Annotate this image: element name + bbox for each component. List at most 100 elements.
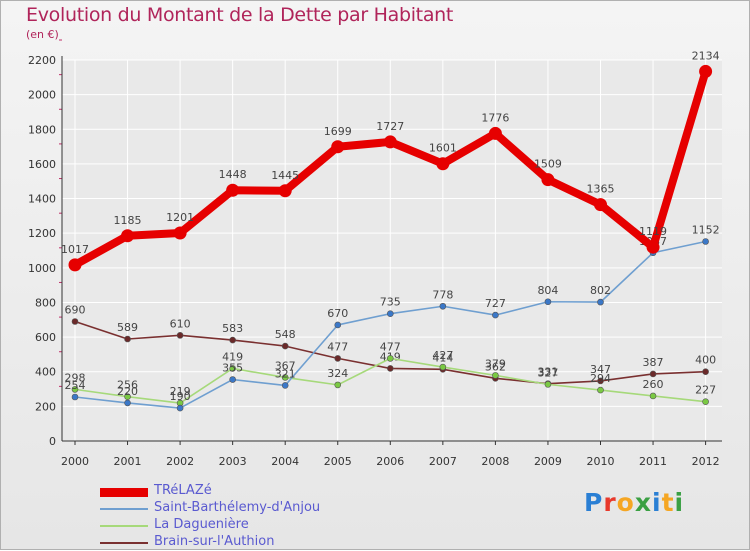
data-point xyxy=(544,298,552,306)
data-label: 414 xyxy=(432,351,453,364)
x-tick-label: 2008 xyxy=(481,455,509,468)
data-label: 260 xyxy=(643,378,664,391)
data-label: 324 xyxy=(327,367,348,380)
y-tick-label: 2200 xyxy=(28,54,56,67)
data-label: 1601 xyxy=(429,142,457,155)
logo-letter: r xyxy=(603,488,617,517)
data-label: 1185 xyxy=(114,214,142,227)
data-label: 331 xyxy=(537,366,558,379)
data-point xyxy=(544,381,552,388)
data-point xyxy=(71,393,79,401)
legend-item: Saint-Barthélemy-d'Anjou xyxy=(100,500,360,517)
data-label: 1776 xyxy=(481,111,509,124)
data-label: 327 xyxy=(537,366,558,379)
data-point xyxy=(281,382,289,389)
data-point xyxy=(699,64,713,78)
data-point xyxy=(121,229,135,243)
y-tick-label: 2000 xyxy=(28,89,56,102)
proxiti-logo: Proxiti xyxy=(584,488,684,517)
y-tick-label: 400 xyxy=(35,366,56,379)
data-label: 802 xyxy=(590,284,611,297)
data-point xyxy=(488,126,502,140)
legend-swatch xyxy=(100,487,148,497)
data-point xyxy=(226,183,240,197)
data-label: 735 xyxy=(380,296,401,309)
x-tick-label: 2002 xyxy=(166,455,194,468)
data-point xyxy=(646,240,660,254)
plot-area xyxy=(62,60,722,441)
data-label: 294 xyxy=(590,372,611,385)
data-point xyxy=(702,368,709,376)
chart-unit: (en €) xyxy=(26,28,59,41)
legend-swatch xyxy=(100,542,148,544)
data-point xyxy=(71,386,79,393)
data-label: 2134 xyxy=(692,49,720,62)
data-point xyxy=(597,386,604,394)
data-point xyxy=(229,376,236,383)
data-label: 400 xyxy=(695,354,716,367)
data-label: 589 xyxy=(117,321,138,334)
data-point xyxy=(597,377,604,385)
data-label: 254 xyxy=(65,379,86,392)
data-point xyxy=(124,399,131,407)
x-tick-label: 2007 xyxy=(429,455,457,468)
chart-title: Evolution du Montant de la Dette par Hab… xyxy=(26,4,454,26)
data-label: 804 xyxy=(537,284,558,297)
data-label: 1509 xyxy=(534,158,562,171)
data-label: 778 xyxy=(432,288,453,301)
data-point xyxy=(386,355,394,362)
data-point xyxy=(541,173,555,187)
data-point xyxy=(649,392,657,400)
data-label: 419 xyxy=(222,350,243,363)
y-tick-label: 1800 xyxy=(28,123,56,136)
data-label: 477 xyxy=(327,340,348,353)
legend-swatch xyxy=(100,525,148,527)
logo-letter: o xyxy=(616,488,635,517)
data-point xyxy=(439,302,447,310)
data-label: 583 xyxy=(222,322,243,335)
legend-item: Brain-sur-l'Authion xyxy=(100,534,360,551)
y-tick-label: 0 xyxy=(49,435,56,448)
data-label: 190 xyxy=(170,390,191,403)
data-point xyxy=(176,404,184,412)
data-point xyxy=(334,381,342,389)
data-label: 1152 xyxy=(692,223,720,236)
data-label: 256 xyxy=(117,379,138,392)
data-point xyxy=(334,355,342,362)
data-label: 1727 xyxy=(376,120,404,133)
data-label: 1699 xyxy=(324,125,352,138)
data-point xyxy=(229,336,236,344)
logo-letter: x xyxy=(634,488,652,517)
x-tick-label: 2003 xyxy=(219,455,247,468)
logo-letter: i xyxy=(652,488,662,517)
data-label: 362 xyxy=(485,360,506,373)
y-tick-label: 800 xyxy=(35,296,56,309)
data-label: 610 xyxy=(170,317,191,330)
legend-label: TRéLAZé xyxy=(154,483,212,498)
legend-item: TRéLAZé xyxy=(100,483,360,500)
data-label: 427 xyxy=(432,349,453,362)
x-tick-label: 2004 xyxy=(271,455,299,468)
y-tick-label: 600 xyxy=(35,331,56,344)
data-label: 477 xyxy=(380,340,401,353)
data-point xyxy=(176,332,184,339)
data-point xyxy=(439,363,447,371)
data-label: 548 xyxy=(275,328,296,341)
data-point xyxy=(68,258,82,272)
logo-letter: t xyxy=(661,488,675,517)
data-point xyxy=(281,342,289,350)
legend-label: Saint-Barthélemy-d'Anjou xyxy=(154,500,321,515)
data-point xyxy=(492,372,499,379)
data-label: 220 xyxy=(117,385,138,398)
data-point xyxy=(702,238,709,245)
y-tick-label: 1600 xyxy=(28,158,56,171)
data-label: 727 xyxy=(485,297,506,310)
data-point xyxy=(334,321,342,329)
data-point xyxy=(702,398,709,405)
x-tick-label: 2005 xyxy=(324,455,352,468)
logo-letter: i xyxy=(674,488,685,517)
legend-label: Brain-sur-l'Authion xyxy=(154,534,275,549)
data-point xyxy=(436,157,450,171)
data-point xyxy=(386,310,394,318)
